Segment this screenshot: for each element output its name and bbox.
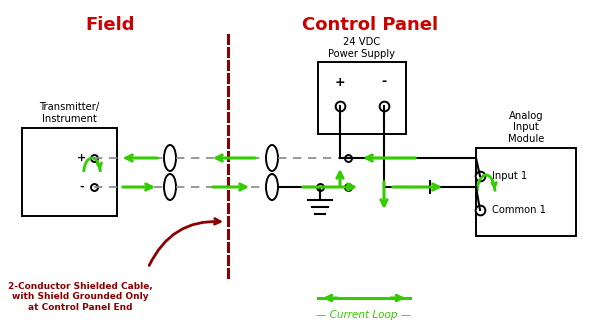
Text: 2-Conductor Shielded Cable,
with Shield Grounded Only
at Control Panel End: 2-Conductor Shielded Cable, with Shield … [8,282,153,312]
Text: Control Panel: Control Panel [302,16,438,34]
Ellipse shape [266,145,278,171]
Text: — Current Loop —: — Current Loop — [316,310,412,320]
Bar [318,62,406,134]
Ellipse shape [164,174,176,200]
Text: +: + [77,153,86,163]
Bar [476,148,576,236]
Ellipse shape [164,145,176,171]
Text: Field: Field [85,16,135,34]
Text: -: - [382,76,386,89]
Text: -: - [80,182,85,192]
Text: Transmitter/
Instrument: Transmitter/ Instrument [40,102,100,124]
Text: Common 1: Common 1 [492,205,546,215]
Text: Input 1: Input 1 [492,171,527,181]
Bar [22,128,117,216]
Text: Analog
Input
Module: Analog Input Module [508,111,544,144]
Ellipse shape [266,174,278,200]
Text: +: + [335,76,346,89]
Text: 24 VDC
Power Supply: 24 VDC Power Supply [329,37,395,59]
